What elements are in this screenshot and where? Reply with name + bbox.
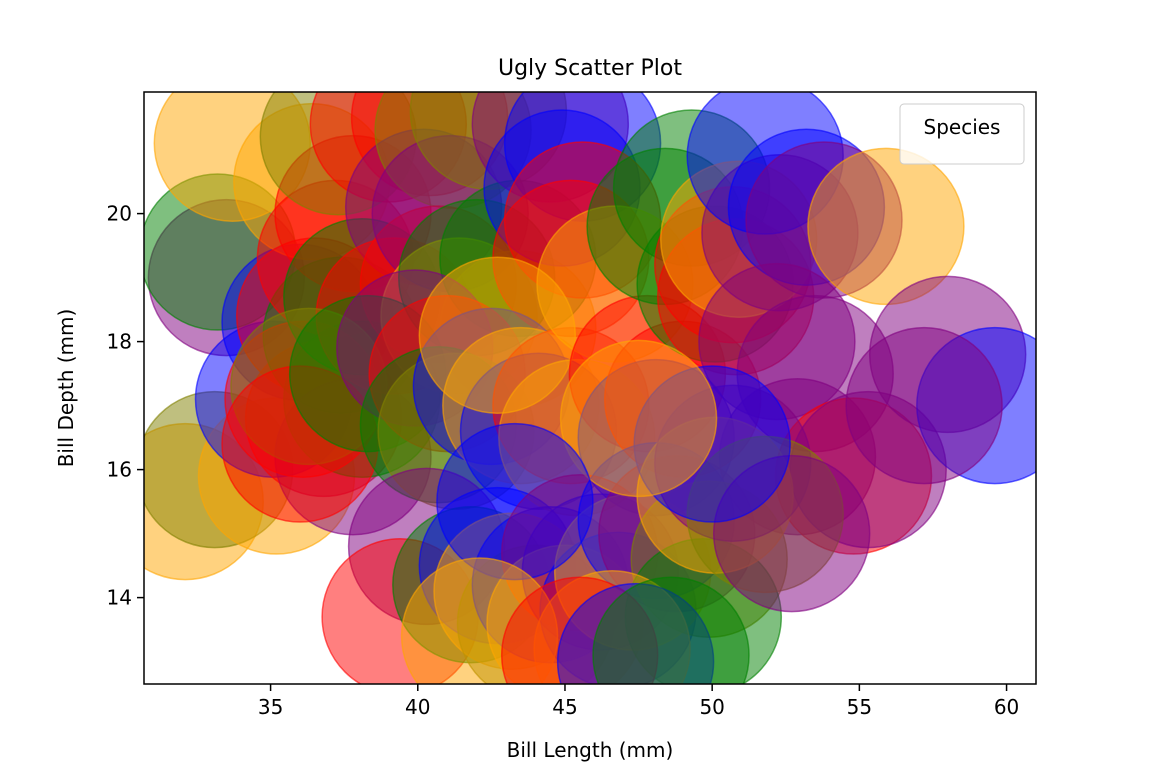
y-axis-label: Bill Depth (mm) [54,309,78,468]
y-tick-label: 14 [107,586,132,610]
chart-title: Ugly Scatter Plot [498,56,682,81]
x-tick-label: 55 [847,695,872,719]
x-tick-label: 60 [994,695,1019,719]
x-axis-label: Bill Length (mm) [507,738,674,762]
legend-title: Species [924,115,1001,139]
data-point-94 [436,422,594,581]
x-axis: 35 40 45 50 55 60 [258,684,1019,719]
y-tick-label: 16 [107,458,132,482]
legend-box [899,103,1025,165]
data-point-71 [845,326,1003,485]
y-tick-label: 20 [107,202,132,226]
x-tick-label: 45 [552,695,577,719]
x-tick-label: 50 [699,695,724,719]
plot-frame [143,91,1037,685]
x-tick-label: 35 [258,695,283,719]
data-point-99 [592,576,750,684]
points-layer [144,92,1036,684]
y-tick-label: 18 [107,330,132,354]
legend: Species [899,103,1025,165]
y-axis: 14 16 18 20 [107,202,144,610]
data-point-63 [807,147,965,306]
x-tick-label: 40 [405,695,430,719]
data-point-93 [559,339,718,498]
